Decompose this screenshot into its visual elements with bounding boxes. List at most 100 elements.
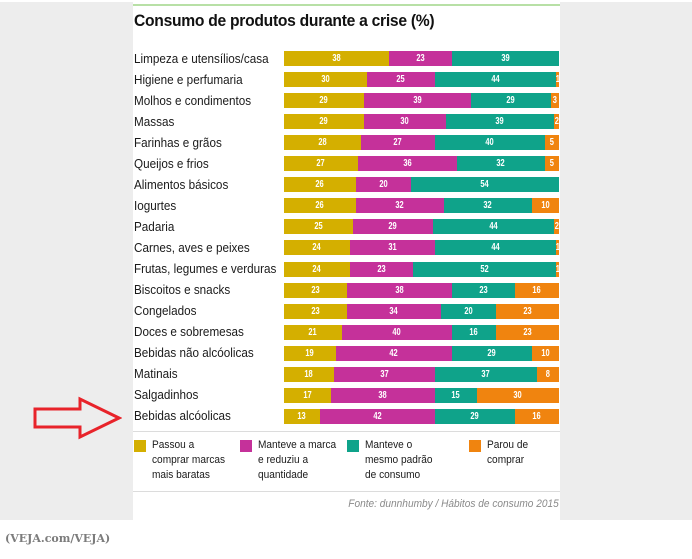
- legend-swatch: [134, 440, 146, 452]
- bar-segment: 28: [284, 135, 361, 151]
- data-label: 29: [470, 410, 480, 422]
- data-label: 27: [316, 158, 326, 170]
- bar-segment: 13: [284, 408, 320, 424]
- category-label: Limpeza e utensílios/casa: [134, 50, 269, 66]
- data-label: 29: [388, 221, 398, 233]
- bar-segment: 25: [367, 72, 435, 88]
- data-label: 16: [469, 326, 479, 338]
- data-label: 8: [545, 368, 551, 380]
- bar-segment: 44: [435, 72, 556, 88]
- bar-segment: 39: [452, 51, 559, 66]
- bar-segment: 23: [496, 324, 559, 340]
- image-credit: (VEJA.com/VEJA): [5, 532, 111, 545]
- bar-segment: 5: [545, 156, 559, 172]
- data-label: 10: [541, 347, 550, 359]
- data-label: 29: [319, 116, 329, 128]
- data-label: 1: [556, 264, 559, 275]
- legend-label-line: mais baratas: [152, 469, 210, 481]
- bar-segment: 54: [411, 177, 559, 193]
- data-label: 32: [395, 200, 405, 212]
- bar-segment: 52: [413, 261, 556, 277]
- data-label: 39: [501, 53, 510, 64]
- legend-label-line: quantidade: [258, 469, 309, 481]
- legend-label-line: e reduziu a: [258, 454, 309, 466]
- bar-segment: 23: [350, 261, 413, 277]
- data-label: 30: [400, 116, 410, 128]
- bar-segment: 38: [331, 387, 435, 403]
- data-label: 2: [554, 116, 559, 128]
- legend-swatch: [347, 440, 359, 452]
- data-label: 25: [314, 221, 323, 233]
- category-label: Higiene e perfumaria: [134, 71, 243, 87]
- bar-segment: 44: [435, 240, 556, 256]
- category-label: Massas: [134, 113, 175, 129]
- data-label: 5: [549, 158, 555, 170]
- bar-segment: 17: [284, 387, 331, 403]
- bar-segment: 30: [364, 114, 446, 130]
- legend-label-line: comprar marcas: [152, 454, 226, 466]
- data-label: 29: [506, 95, 516, 107]
- bar-segment: 19: [284, 345, 336, 361]
- legend-divider: [133, 431, 560, 432]
- legend-label-line: Passou a: [152, 439, 195, 451]
- data-label: 40: [485, 137, 495, 149]
- data-label: 23: [311, 284, 320, 296]
- bar-segment: 36: [358, 156, 457, 172]
- data-label: 34: [389, 305, 399, 317]
- legend-label-line: comprar: [487, 454, 525, 466]
- bar-segment: 20: [441, 303, 496, 319]
- bar-segment: 23: [496, 303, 559, 319]
- bar-segment: 39: [446, 114, 554, 130]
- data-label: 37: [481, 368, 491, 380]
- legend-swatch: [240, 440, 252, 452]
- arrow-shape: [33, 396, 122, 440]
- category-label: Biscoitos e snacks: [134, 282, 231, 298]
- legend-label: Manteve o mesmo padrão de consumo: [365, 438, 457, 483]
- bar-segment: 3: [551, 93, 559, 109]
- category-label: Farinhas e grãos: [134, 134, 222, 150]
- bar-segment: 23: [284, 303, 347, 319]
- bar-segment: 8: [537, 366, 559, 382]
- data-label: 54: [480, 179, 490, 191]
- data-label: 16: [532, 410, 542, 422]
- bar-segment: 32: [457, 156, 545, 172]
- bar-segment: 27: [361, 135, 435, 151]
- data-label: 38: [395, 284, 404, 296]
- data-label: 24: [312, 242, 322, 254]
- data-label: 32: [483, 200, 493, 212]
- data-label: 10: [541, 200, 550, 212]
- category-label: Congelados: [134, 303, 197, 319]
- data-label: 23: [523, 326, 532, 338]
- data-label: 38: [332, 53, 341, 64]
- data-label: 39: [413, 95, 422, 107]
- data-label: 44: [489, 221, 498, 233]
- bar-segment: 16: [515, 282, 559, 298]
- data-label: 25: [396, 74, 406, 86]
- bar-segment: 29: [284, 93, 364, 109]
- bar-segment: 27: [284, 156, 358, 172]
- chart-panel: [133, 2, 560, 520]
- bar-segment: 26: [284, 198, 356, 214]
- data-label: 15: [451, 389, 461, 401]
- category-label: Molhos e condimentos: [134, 92, 252, 108]
- data-label: 44: [491, 74, 500, 86]
- data-label: 20: [379, 179, 388, 191]
- bar-segment: 26: [284, 177, 356, 193]
- data-label: 38: [378, 389, 388, 401]
- bar-segment: 29: [284, 114, 364, 130]
- data-label: 36: [403, 158, 412, 170]
- bar-segment: 44: [433, 219, 554, 235]
- bar-segment: 32: [356, 198, 444, 214]
- bar-segment: 29: [452, 345, 532, 361]
- category-label: Doces e sobremesas: [134, 324, 244, 340]
- data-label: 23: [311, 305, 320, 317]
- legend-label-line: de consumo: [365, 469, 421, 481]
- category-label: Carnes, aves e peixes: [134, 239, 250, 255]
- data-label: 19: [305, 347, 315, 359]
- chart-title: Consumo de produtos durante a crise (%): [134, 11, 435, 30]
- bar-segment: 15: [435, 387, 477, 403]
- category-label: Bebidas alcóolicas: [134, 408, 231, 424]
- legend-label: Passou a comprar marcas mais baratas: [152, 438, 244, 483]
- data-label: 3: [552, 95, 558, 107]
- category-label: Padaria: [134, 218, 175, 234]
